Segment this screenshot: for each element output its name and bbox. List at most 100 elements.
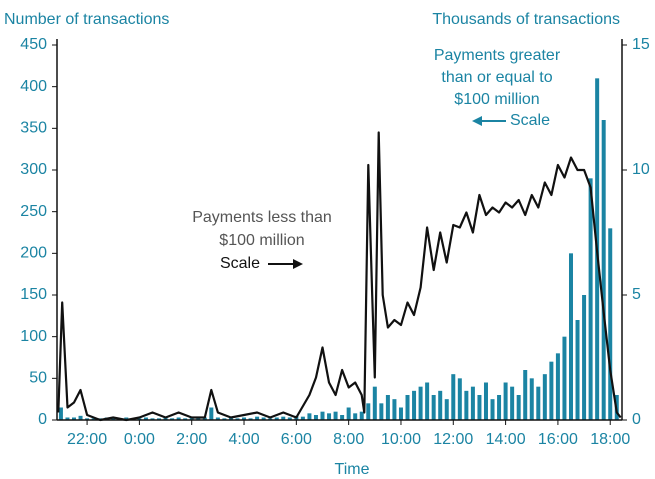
bar (313, 415, 318, 420)
bar (196, 418, 201, 420)
x-tick-label: 14:00 (486, 431, 526, 448)
bar (320, 411, 325, 420)
bar (72, 417, 77, 420)
bar (575, 320, 580, 420)
y-tick-label: 50 (29, 370, 47, 387)
y-tick-label: 300 (20, 161, 47, 178)
x-tick-label: 22:00 (67, 431, 107, 448)
bar (281, 416, 286, 420)
x-axis-title: Time (335, 461, 370, 478)
y2-tick-label: 0 (632, 411, 641, 428)
bar (392, 399, 397, 420)
annotation: than or equal to (441, 69, 552, 86)
line (57, 131, 622, 422)
bar (477, 395, 482, 420)
arrow-head (472, 116, 482, 126)
x-tick-label: 10:00 (381, 431, 421, 448)
plot-area: 0 50 100 150 200 250 300 350 400 450 0 5 10 15 22:00 0:… (20, 36, 650, 448)
x-tick-label: 6:00 (281, 431, 312, 448)
bar (300, 416, 305, 420)
bar (372, 386, 377, 420)
annotation: Scale (510, 112, 550, 129)
bar (497, 395, 502, 420)
y-tick-label: 400 (20, 78, 47, 95)
y-tick-label: 450 (20, 36, 47, 53)
x-tick-label: 18:00 (590, 431, 630, 448)
bar (555, 353, 560, 420)
bar (157, 418, 162, 420)
bar (464, 390, 469, 420)
bar (562, 336, 567, 420)
bar (215, 417, 220, 420)
bar (529, 378, 534, 420)
bar (568, 253, 573, 420)
bar (242, 417, 247, 420)
bar (307, 413, 312, 420)
y-tick-label: 100 (20, 328, 47, 345)
bar (235, 418, 240, 420)
y2-tick-label: 5 (632, 286, 641, 303)
bar (601, 120, 606, 420)
bar (176, 417, 181, 420)
bar (268, 418, 273, 420)
bar (438, 390, 443, 420)
x-tick-label: 2:00 (176, 431, 207, 448)
bar (189, 417, 194, 420)
bar (549, 361, 554, 420)
annotation: $100 million (219, 232, 304, 249)
annotation: Payments greater (434, 47, 561, 64)
bar (366, 403, 371, 420)
x-tick-label: 16:00 (538, 431, 578, 448)
x-tick-label: 0:00 (124, 431, 155, 448)
bar (333, 411, 338, 420)
bar (340, 415, 345, 420)
bar (608, 228, 613, 420)
bar (170, 418, 175, 420)
y2-tick-label: 15 (632, 36, 650, 53)
bar (111, 418, 116, 420)
bar (137, 418, 142, 420)
bar (425, 382, 430, 420)
bar (483, 382, 488, 420)
bar (209, 407, 214, 420)
bar (65, 417, 70, 420)
y-axis-title: Number of transactions (4, 11, 169, 28)
bar (431, 395, 436, 420)
annotation: Payments less than (192, 209, 332, 226)
bar (274, 417, 279, 420)
bar (412, 390, 417, 420)
bar (398, 407, 403, 420)
bar (261, 417, 266, 420)
bar (385, 395, 390, 420)
bar (536, 386, 541, 420)
bar (379, 403, 384, 420)
bar (327, 413, 332, 420)
bar (490, 399, 495, 420)
bar (163, 417, 168, 420)
bar (124, 417, 129, 420)
bar (510, 386, 515, 420)
bar (470, 386, 475, 420)
bar (523, 370, 528, 420)
bar (202, 417, 207, 420)
y2-tick-label: 10 (632, 161, 650, 178)
x-tick-label: 12:00 (433, 431, 473, 448)
arrow-head (293, 259, 303, 269)
bar (503, 382, 508, 420)
bar (457, 378, 462, 420)
bar (588, 178, 593, 420)
x-tick-label: 8:00 (333, 431, 364, 448)
bar (353, 413, 358, 420)
bar (451, 374, 456, 420)
bar (222, 418, 227, 420)
bar (287, 417, 292, 420)
bar (91, 418, 96, 420)
bar (248, 418, 253, 420)
y-tick-label: 350 (20, 120, 47, 137)
bar (346, 407, 351, 420)
bar (143, 417, 148, 420)
bar (542, 374, 547, 420)
bar (405, 395, 410, 420)
y2-axis-title: Thousands of transactions (432, 11, 620, 28)
